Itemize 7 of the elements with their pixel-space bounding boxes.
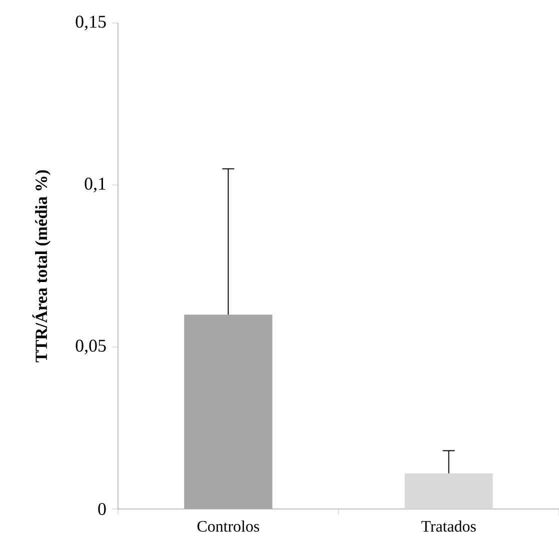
y-tick-label: 0: [98, 502, 106, 516]
y-axis-title: TTR/Área total (média %): [32, 170, 50, 362]
y-tick-label: 0,05: [76, 340, 106, 354]
x-tick-label: Controlos: [197, 520, 260, 532]
x-tick-label: Tratados: [421, 520, 476, 532]
y-tick-label: 0,1: [84, 178, 106, 192]
y-tick-label: 0,15: [76, 16, 106, 30]
